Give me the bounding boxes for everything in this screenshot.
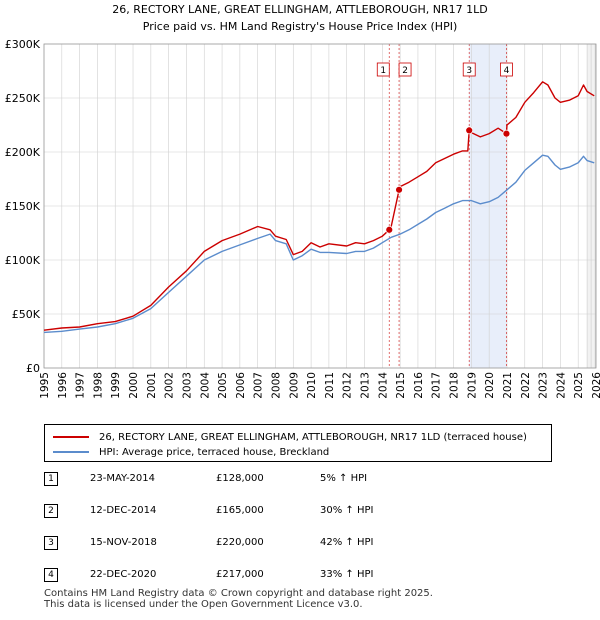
sale-marker-label: 2 (398, 62, 412, 77)
sale-point (395, 185, 403, 194)
sale-marker-text: 3 (466, 66, 472, 76)
sale-hpi-diff: 42% ↑ HPI (320, 537, 374, 548)
x-tick-label: 2016 (413, 372, 425, 399)
table-row: 2 12-DEC-2014 £165,000 30% ↑ HPI (44, 504, 464, 520)
sale-point (502, 129, 511, 138)
sale-marker-box (376, 62, 390, 77)
sale-marker-box (398, 62, 412, 77)
legend-swatch-hpi (53, 451, 89, 453)
x-tick-label: 1999 (110, 372, 122, 399)
sale-number: 2 (44, 504, 58, 518)
legend-item-property: 26, RECTORY LANE, GREAT ELLINGHAM, ATTLE… (53, 430, 527, 444)
series-line-hpi (43, 154, 595, 334)
x-tick-label: 2024 (555, 372, 567, 399)
x-tick-label: 2006 (235, 372, 247, 399)
x-tick-label: 2013 (360, 372, 372, 399)
footer-copyright: Contains HM Land Registry data © Crown c… (44, 588, 433, 599)
x-tick-label: 2026 (591, 372, 600, 399)
table-row: 3 15-NOV-2018 £220,000 42% ↑ HPI (44, 536, 464, 552)
table-row: 4 22-DEC-2020 £217,000 33% ↑ HPI (44, 568, 464, 584)
legend: 26, RECTORY LANE, GREAT ELLINGHAM, ATTLE… (44, 424, 552, 462)
sale-hpi-diff: 30% ↑ HPI (320, 505, 374, 516)
x-tick-label: 2003 (181, 372, 193, 399)
sale-point (465, 126, 474, 135)
table-row: 1 23-MAY-2014 £128,000 5% ↑ HPI (44, 472, 464, 488)
sale-date: 23-MAY-2014 (90, 473, 156, 484)
x-tick-label: 2011 (324, 372, 336, 399)
x-tick-label: 2018 (449, 372, 461, 399)
sale-price: £128,000 (216, 473, 264, 484)
x-tick-label: 2025 (573, 372, 585, 399)
legend-item-hpi: HPI: Average price, terraced house, Brec… (53, 445, 329, 459)
y-tick-label: £250K (5, 92, 41, 105)
x-tick-label: 2015 (395, 372, 407, 399)
x-tick-label: 2019 (466, 372, 478, 399)
sale-date: 22-DEC-2020 (90, 569, 157, 580)
x-tick-label: 1996 (57, 372, 69, 399)
x-tick-label: 2001 (146, 372, 158, 399)
y-tick-label: £200K (5, 146, 41, 159)
sale-hpi-diff: 33% ↑ HPI (320, 569, 374, 580)
sale-marker-label: 3 (462, 62, 476, 77)
sale-date: 15-NOV-2018 (90, 537, 157, 548)
sale-price: £217,000 (216, 569, 264, 580)
sale-point (385, 225, 394, 234)
sale-marker-label: 1 (376, 62, 390, 77)
x-tick-label: 2005 (217, 372, 229, 399)
footer: Contains HM Land Registry data © Crown c… (44, 588, 433, 610)
footer-licence: This data is licensed under the Open Gov… (44, 599, 363, 610)
chart-title: 26, RECTORY LANE, GREAT ELLINGHAM, ATTLE… (112, 3, 487, 16)
legend-swatch-property (53, 436, 89, 438)
x-tick-label: 2020 (484, 372, 496, 399)
x-tick-label: 2014 (377, 372, 389, 399)
x-tick-label: 2009 (288, 372, 300, 399)
y-tick-label: £100K (5, 254, 41, 267)
price-chart: 26, RECTORY LANE, GREAT ELLINGHAM, ATTLE… (5, 3, 600, 399)
sale-date: 12-DEC-2014 (90, 505, 157, 516)
legend-label-property: 26, RECTORY LANE, GREAT ELLINGHAM, ATTLE… (99, 431, 527, 443)
y-tick-label: £50K (12, 308, 41, 321)
sale-price: £165,000 (216, 505, 264, 516)
x-tick-label: 1998 (92, 372, 104, 399)
sale-marker-text: 2 (402, 66, 408, 76)
sale-marker-text: 1 (380, 66, 386, 76)
x-tick-label: 2017 (431, 372, 443, 399)
x-tick-label: 2022 (520, 372, 532, 399)
x-tick-label: 2000 (128, 372, 140, 399)
sale-hpi-diff: 5% ↑ HPI (320, 473, 368, 484)
sale-number: 3 (44, 536, 58, 550)
x-tick-label: 1995 (39, 372, 51, 399)
plot-area (43, 43, 597, 369)
x-tick-label: 1997 (75, 372, 87, 399)
sale-marker-box (500, 62, 513, 77)
legend-label-hpi: HPI: Average price, terraced house, Brec… (99, 446, 330, 458)
y-tick-label: £150K (5, 200, 41, 213)
x-tick-label: 2004 (199, 372, 211, 399)
y-tick-label: £300K (5, 38, 41, 51)
x-tick-label: 2021 (502, 372, 514, 399)
sale-price: £220,000 (216, 537, 264, 548)
sale-marker-text: 4 (504, 66, 510, 76)
x-tick-label: 2012 (342, 372, 354, 399)
x-tick-label: 2008 (270, 372, 282, 399)
sale-marker-box (462, 62, 476, 77)
y-tick-label: £0 (26, 362, 40, 375)
sale-number: 4 (44, 568, 58, 582)
chart-subtitle: Price paid vs. HM Land Registry's House … (143, 20, 458, 33)
sale-marker-label: 4 (500, 62, 513, 77)
x-tick-label: 2007 (253, 372, 265, 399)
x-tick-label: 2002 (164, 372, 176, 399)
x-tick-label: 2023 (538, 372, 550, 399)
x-tick-label: 2010 (306, 372, 318, 399)
sale-number: 1 (44, 472, 58, 486)
